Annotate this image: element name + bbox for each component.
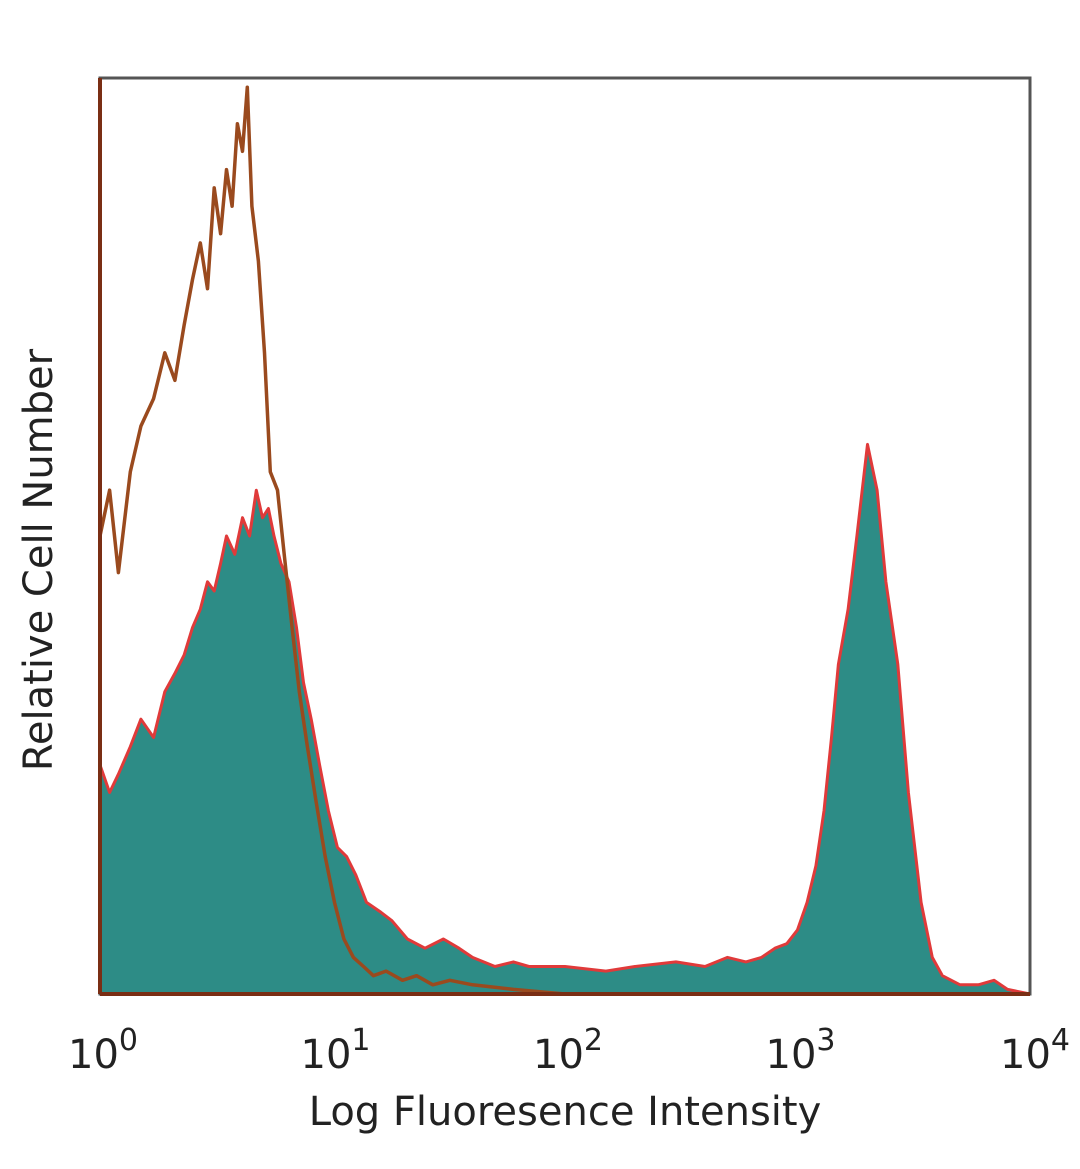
x-tick-base: 10	[766, 1032, 817, 1078]
x-tick-base: 10	[68, 1032, 119, 1078]
x-tick-exponent: 3	[816, 1023, 835, 1058]
x-tick-base: 10	[1000, 1032, 1051, 1078]
histogram-filled-area	[100, 444, 1030, 994]
x-tick-base: 10	[301, 1032, 352, 1078]
x-tick-exponent: 2	[584, 1023, 603, 1058]
x-tick-label-2: 102	[533, 1023, 603, 1078]
x-tick-label-3: 103	[766, 1023, 836, 1078]
x-tick-labels: 100 101 102 103 104	[68, 1023, 1070, 1078]
x-tick-base: 10	[533, 1032, 584, 1078]
x-tick-exponent: 0	[119, 1023, 138, 1058]
x-tick-label-4: 104	[1000, 1023, 1070, 1078]
histogram-filled-outline	[98, 442, 1031, 996]
histogram-outline-series	[98, 85, 566, 996]
x-tick-exponent: 1	[351, 1023, 370, 1058]
x-axis-label: Log Fluoresence Intensity	[309, 1089, 822, 1135]
x-tick-label-0: 100	[68, 1023, 138, 1078]
plot-area	[98, 85, 1031, 996]
x-tick-exponent: 4	[1051, 1023, 1070, 1058]
x-tick-label-1: 101	[301, 1023, 371, 1078]
y-axis-label: Relative Cell Number	[16, 348, 62, 771]
